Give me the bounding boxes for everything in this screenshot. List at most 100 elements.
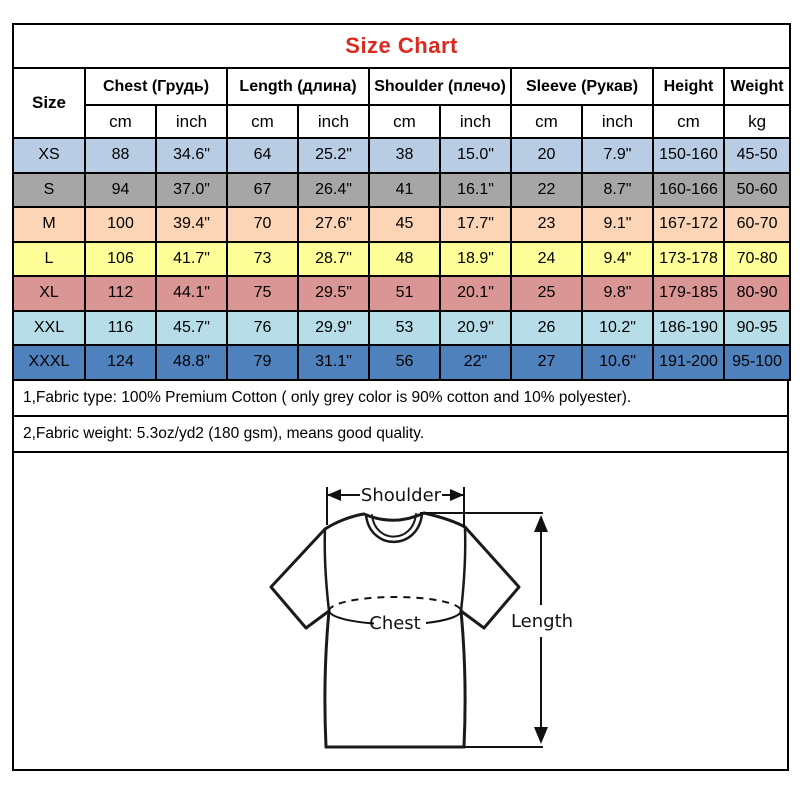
tshirt-right-seam-graphic xyxy=(459,525,467,612)
length-label: Length xyxy=(511,611,573,632)
measurement-cell: 88 xyxy=(84,137,157,174)
measurement-cell: 45-50 xyxy=(722,137,792,174)
tshirt-diagram-svg: Chest Shoulder Length xyxy=(269,485,573,748)
measurement-cell: 100 xyxy=(84,206,157,243)
measurement-cell: 23 xyxy=(510,206,583,243)
measurement-cell: 95-100 xyxy=(722,344,792,381)
measurement-cell: 29.9" xyxy=(297,309,370,346)
measurement-cell: 25.2" xyxy=(297,137,370,174)
measurement-cell: 9.4" xyxy=(581,240,654,277)
tshirt-collar-outer-graphic xyxy=(364,512,424,543)
measurement-cell: 106 xyxy=(84,240,157,277)
fabric-type-note-text: 1,Fabric type: 100% Premium Cotton ( onl… xyxy=(23,388,632,406)
unit-header-length-cm: cm xyxy=(226,104,299,139)
size-table-body: XS 88 34.6" 64 25.2" 38 15.0" 20 7.9" 150-160 45-5… xyxy=(12,137,792,381)
tshirt-outline-graphic xyxy=(269,511,521,748)
chest-measure-ellipse-top xyxy=(328,595,462,611)
size-label-cell: XXL xyxy=(12,309,86,346)
measurement-cell: 20 xyxy=(510,137,583,174)
size-label-cell: XS xyxy=(12,137,86,174)
measurement-cell: 70 xyxy=(226,206,299,243)
size-row-xxxl: XXXL 124 48.8" 79 31.1" 56 22" 27 10.6" 191-200 95… xyxy=(12,344,792,381)
measurement-cell: 10.2" xyxy=(581,309,654,346)
page-title: Size Chart xyxy=(345,33,458,58)
tshirt-measurement-diagram: Chest Shoulder Length xyxy=(12,450,789,771)
col-header-sleeve: Sleeve (Рукав) xyxy=(510,67,654,106)
measurement-cell: 38 xyxy=(368,137,441,174)
size-label-cell: XXXL xyxy=(12,344,86,381)
unit-header-sleeve-inch: inch xyxy=(581,104,654,139)
measurement-cell: 64 xyxy=(226,137,299,174)
size-label-cell: L xyxy=(12,240,86,277)
size-row-xl: XL 112 44.1" 75 29.5" 51 20.1" 25 9.8" 179-185 80-… xyxy=(12,275,792,312)
measurement-cell: 60-70 xyxy=(722,206,792,243)
unit-header-sleeve-cm: cm xyxy=(510,104,583,139)
measurement-cell: 70-80 xyxy=(722,240,792,277)
measurement-cell: 41.7" xyxy=(155,240,228,277)
col-header-height: Height xyxy=(652,67,725,106)
title-row: Size Chart xyxy=(11,23,792,69)
measurement-cell: 75 xyxy=(226,275,299,312)
measurement-cell: 18.9" xyxy=(439,240,512,277)
measurement-cell: 51 xyxy=(368,275,441,312)
unit-header-height-cm: cm xyxy=(652,104,725,139)
column-group-header-row: Size Chest (Грудь) Length (длина) Shoulder… xyxy=(12,67,792,139)
measurement-cell: 39.4" xyxy=(155,206,228,243)
length-measure-arrow xyxy=(420,511,548,748)
measurement-cell: 50-60 xyxy=(722,171,792,208)
size-label-cell: M xyxy=(12,206,86,243)
measurement-cell: 116 xyxy=(84,309,157,346)
col-header-length: Length (длина) xyxy=(226,67,370,106)
tshirt-left-seam-graphic xyxy=(323,527,331,612)
chest-label: Chest xyxy=(369,613,421,634)
shoulder-label: Shoulder xyxy=(361,485,442,506)
measurement-cell: 7.9" xyxy=(581,137,654,174)
measurement-cell: 45.7" xyxy=(155,309,228,346)
size-table: Size Chart Size Chest (Грудь) Length (дли… xyxy=(11,23,792,381)
measurement-cell: 56 xyxy=(368,344,441,381)
unit-header-shoulder-cm: cm xyxy=(368,104,441,139)
chest-measure-ellipse-bottom-right xyxy=(425,610,462,624)
size-label-cell: XL xyxy=(12,275,86,312)
col-header-shoulder: Shoulder (плечо) xyxy=(368,67,512,106)
unit-header-length-inch: inch xyxy=(297,104,370,139)
unit-header-weight-kg: kg xyxy=(722,104,792,139)
unit-header-chest-cm: cm xyxy=(84,104,157,139)
measurement-cell: 20.1" xyxy=(439,275,512,312)
measurement-cell: 8.7" xyxy=(581,171,654,208)
measurement-cell: 17.7" xyxy=(439,206,512,243)
measurement-cell: 48.8" xyxy=(155,344,228,381)
measurement-cell: 9.1" xyxy=(581,206,654,243)
measurement-cell: 94 xyxy=(84,171,157,208)
measurement-cell: 186-190 xyxy=(652,309,725,346)
measurement-cell: 79 xyxy=(226,344,299,381)
measurement-cell: 27.6" xyxy=(297,206,370,243)
col-header-weight: Weight xyxy=(722,67,792,106)
measurement-cell: 80-90 xyxy=(722,275,792,312)
measurement-cell: 15.0" xyxy=(439,137,512,174)
measurement-cell: 22 xyxy=(510,171,583,208)
measurement-cell: 73 xyxy=(226,240,299,277)
measurement-cell: 25 xyxy=(510,275,583,312)
measurement-cell: 10.6" xyxy=(581,344,654,381)
measurement-cell: 9.8" xyxy=(581,275,654,312)
measurement-cell: 191-200 xyxy=(652,344,725,381)
col-header-size: Size xyxy=(12,67,86,139)
unit-header-shoulder-inch: inch xyxy=(439,104,512,139)
measurement-cell: 41 xyxy=(368,171,441,208)
measurement-cell: 37.0" xyxy=(155,171,228,208)
size-row-l: L 106 41.7" 73 28.7" 48 18.9" 24 9.4" 173-178 70-8… xyxy=(12,240,792,277)
measurement-cell: 34.6" xyxy=(155,137,228,174)
measurement-cell: 27 xyxy=(510,344,583,381)
measurement-cell: 20.9" xyxy=(439,309,512,346)
measurement-cell: 124 xyxy=(84,344,157,381)
title-cell: Size Chart xyxy=(11,23,792,69)
measurement-cell: 31.1" xyxy=(297,344,370,381)
unit-header-row: cm inch cm inch cm inch cm inch cm kg xyxy=(13,104,792,139)
measurement-cell: 45 xyxy=(368,206,441,243)
size-row-xxl: XXL 116 45.7" 76 29.9" 53 20.9" 26 10.2" 186-190 9… xyxy=(12,309,792,346)
measurement-cell: 160-166 xyxy=(652,171,725,208)
tshirt-collar-inner-graphic xyxy=(371,512,417,538)
measurement-cell: 53 xyxy=(368,309,441,346)
measurement-cell: 48 xyxy=(368,240,441,277)
